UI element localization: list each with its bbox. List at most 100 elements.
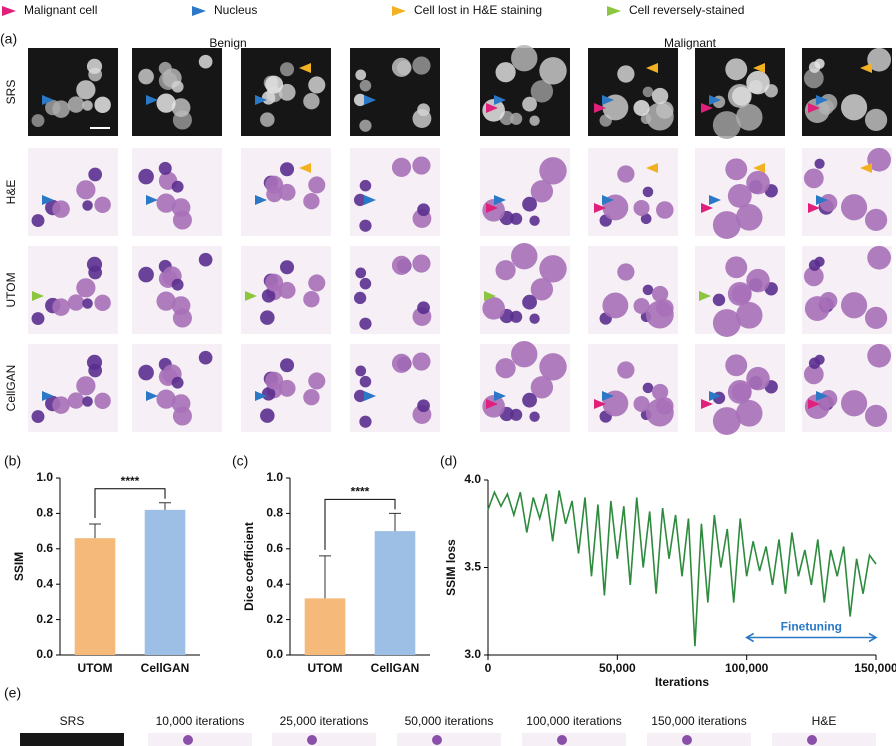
cell xyxy=(511,340,538,368)
cell xyxy=(412,56,431,75)
significance-bracket xyxy=(94,488,166,519)
cell xyxy=(412,352,431,371)
cell xyxy=(840,390,868,417)
cell xyxy=(746,170,770,195)
arrowhead xyxy=(701,103,713,113)
cell xyxy=(642,86,654,98)
cell xyxy=(261,91,276,105)
cell xyxy=(391,157,412,177)
cell xyxy=(82,200,93,211)
cell xyxy=(803,364,824,385)
legend-marker xyxy=(607,6,621,16)
cell xyxy=(265,273,284,292)
cell xyxy=(495,358,516,379)
arrowhead xyxy=(364,195,376,205)
y-tick-label: 0.2 xyxy=(266,612,283,626)
bar xyxy=(304,598,346,655)
cell xyxy=(746,70,770,95)
cell xyxy=(280,162,295,177)
cell xyxy=(803,266,824,287)
x-tick-label: UTOM xyxy=(307,661,342,675)
cell xyxy=(529,115,540,126)
micrograph xyxy=(132,344,222,432)
y-tick-label: 1.0 xyxy=(266,470,283,484)
cell xyxy=(278,183,296,201)
y-tick-label: 4.0 xyxy=(464,472,481,486)
cell xyxy=(52,396,70,414)
cell xyxy=(804,296,830,321)
arrowhead xyxy=(816,95,828,105)
cell xyxy=(633,297,650,314)
panel-label: (e) xyxy=(4,685,21,701)
arrowhead xyxy=(808,399,820,409)
legend-label: Nucleus xyxy=(214,3,257,17)
x-axis-label: Iterations xyxy=(655,675,709,689)
cell xyxy=(278,281,296,299)
cell xyxy=(712,407,741,435)
y-tick-label: 0.4 xyxy=(36,576,53,590)
cell xyxy=(280,358,295,373)
cell xyxy=(633,99,650,116)
micrograph-bg xyxy=(272,733,376,746)
cell xyxy=(539,255,567,283)
micrograph-bg xyxy=(647,733,751,746)
x-tick-label: CellGAN xyxy=(141,661,190,675)
column-label: 50,000 iterations xyxy=(405,714,494,728)
cell xyxy=(725,256,748,279)
micrograph xyxy=(480,340,570,432)
micrograph xyxy=(802,47,892,136)
y-tick-label: 0.2 xyxy=(36,612,53,626)
cell xyxy=(602,292,629,319)
cell xyxy=(67,294,85,311)
cell xyxy=(303,291,320,308)
cell xyxy=(171,296,191,315)
column-label: SRS xyxy=(60,714,85,728)
cell xyxy=(156,389,176,409)
cell xyxy=(265,75,284,94)
cell xyxy=(712,211,741,239)
cell xyxy=(529,411,540,422)
micrograph xyxy=(480,44,570,136)
cell xyxy=(617,263,635,281)
arrowhead xyxy=(42,391,54,401)
cell xyxy=(511,44,538,72)
arrowhead xyxy=(364,95,376,105)
cell xyxy=(725,354,748,377)
cell xyxy=(359,277,372,290)
cell xyxy=(31,312,45,326)
arrowhead xyxy=(594,103,606,113)
cell xyxy=(52,100,70,118)
micrograph xyxy=(588,246,678,334)
cell xyxy=(198,54,213,69)
cell xyxy=(746,366,770,391)
micrograph xyxy=(695,148,785,239)
micrograph xyxy=(241,246,331,334)
column-label: 100,000 iterations xyxy=(526,714,621,728)
cell xyxy=(308,372,326,390)
cell xyxy=(76,278,96,298)
cell xyxy=(156,193,176,213)
column-label: 150,000 iterations xyxy=(651,714,746,728)
cell xyxy=(412,254,431,273)
bar xyxy=(74,538,116,655)
micrograph xyxy=(132,48,222,136)
cell xyxy=(814,58,825,69)
arrowhead xyxy=(42,95,54,105)
cell xyxy=(94,294,111,312)
arrowhead xyxy=(699,291,711,301)
y-tick-label: 0.6 xyxy=(266,541,283,555)
column-label: 10,000 iterations xyxy=(156,714,245,728)
cell xyxy=(171,180,184,193)
cell xyxy=(171,376,184,389)
arrowhead xyxy=(255,95,267,105)
micrograph-bg xyxy=(522,733,626,746)
legend-label: Cell reversely-stained xyxy=(629,3,744,17)
cell xyxy=(82,100,93,111)
arrowhead xyxy=(646,163,658,173)
cell xyxy=(539,353,567,381)
cell xyxy=(138,364,154,381)
cell xyxy=(359,219,372,232)
cell xyxy=(391,353,412,373)
cell xyxy=(82,396,93,407)
micrograph xyxy=(132,246,222,334)
